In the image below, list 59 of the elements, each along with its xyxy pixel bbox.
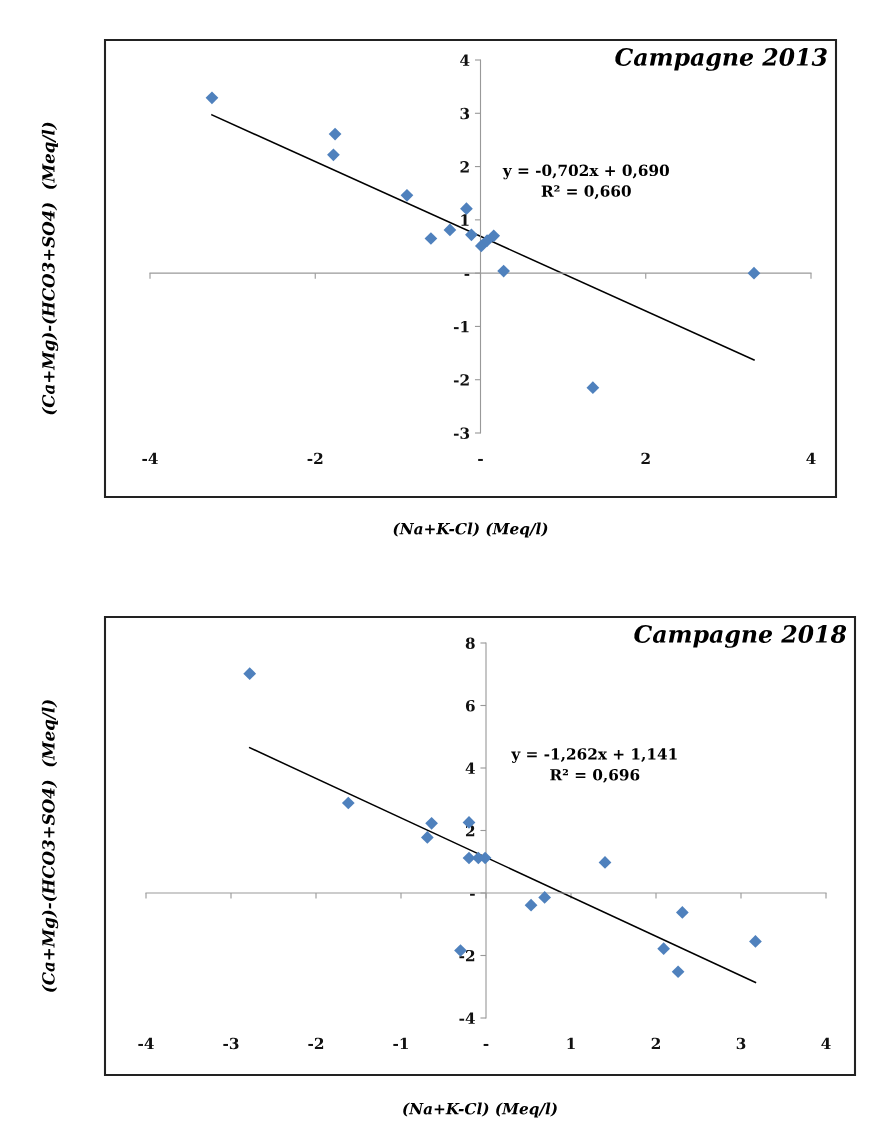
x-tick-label: -2 [308,1037,324,1050]
y-tick-label: 6 [465,699,475,712]
y-tick-label: -1 [453,320,469,333]
x-tick-label: - [478,458,483,461]
point [327,148,340,162]
point [747,266,761,280]
point [465,228,478,242]
y-tick-label: -4 [459,1012,475,1024]
point [341,796,355,810]
x-tick-label: -2 [307,452,323,465]
point [400,188,414,202]
point [460,202,473,216]
chart-title: Campagne 2018 [634,625,847,648]
annotation: y = -0,702x + 0,690 [502,164,669,180]
x-tick-label: -4 [142,452,158,465]
y-tick-label: -2 [453,374,469,386]
y-tick-label: 4 [460,54,470,66]
point [657,942,671,955]
y-tick-label: 3 [460,107,470,120]
point [205,91,219,105]
point [749,935,762,948]
point [243,667,257,680]
point [462,851,476,865]
y-tick-label: -3 [453,427,470,440]
x-tick-label: 2 [641,452,650,465]
point [671,965,685,979]
y-tick-label: -2 [459,949,475,962]
x-tick-label: 1 [567,1037,575,1050]
x-tick-label: - [483,1043,489,1046]
point [420,831,434,844]
y-tick-label: 8 [465,637,475,650]
point [487,229,501,243]
x-axis-title: (Na+K-Cl) (Meq/l) [393,522,548,538]
x-axis-title: (Na+K-Cl) (Meq/l) [403,1102,557,1118]
point [586,381,600,395]
y-tick-label: 1 [461,214,469,226]
point [425,816,438,830]
annotation: y = -1,262x + 1,141 [511,748,677,763]
x-tick-label: 4 [821,1037,831,1050]
x-tick-label: -3 [223,1037,239,1050]
y-tick-label: 2 [460,161,469,173]
y-tick-label: - [464,273,470,276]
point [328,127,342,141]
x-tick-label: -1 [393,1037,408,1050]
y-tick-label: 4 [465,762,475,774]
point [524,898,538,912]
annotation: R² = 0,696 [550,769,640,783]
y-tick-label: - [470,893,475,896]
chart-title: Campagne 2013 [615,48,827,71]
x-tick-label: 2 [651,1037,660,1050]
point [538,891,552,904]
point [443,223,457,237]
point [675,906,689,919]
y-axis-title: (Ca+Mg)-(HCO3+SO4) (Meq/l) [41,122,59,415]
x-tick-label: 3 [736,1037,746,1050]
x-tick-label: -4 [138,1037,154,1050]
y-axis-title: (Ca+Mg)-(HCO3+SO4) (Meq/l) [41,700,59,992]
x-tick-label: 4 [806,452,816,465]
annotation: R² = 0,660 [541,185,631,200]
